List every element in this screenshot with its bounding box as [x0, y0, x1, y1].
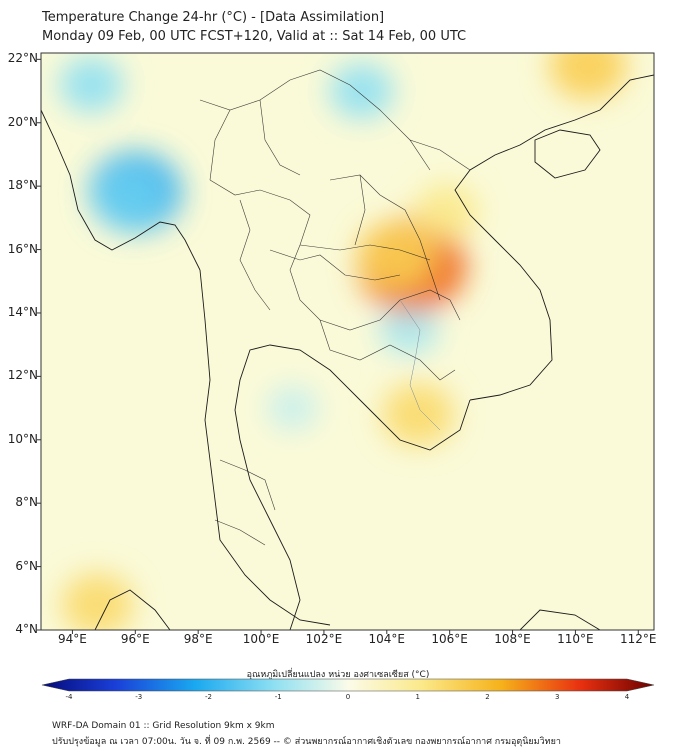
colorbar-tick-label: -2 [205, 693, 212, 701]
colorbar-tick-label: 3 [555, 693, 560, 701]
lon-tick-label: 100°E [242, 632, 280, 646]
colorbar-tick-label: -3 [135, 693, 143, 701]
anomaly-cool-outer [92, 167, 166, 231]
lon-tick-label: 94°E [57, 632, 87, 646]
lon-tick-label: 108°E [494, 632, 531, 646]
axis-ticks [37, 58, 639, 634]
temperature-map [37, 52, 655, 634]
rivers [399, 299, 441, 431]
colorbar-label: อุณหภูมิเปลี่ยนแปลง หน่วย องศาเซลเซียส (… [246, 670, 430, 680]
map-frame [40, 52, 655, 631]
footer-credit: ปรับปรุงข้อมูล ณ เวลา 07:00น. วัน จ. ที่… [52, 737, 561, 747]
lat-tick-label: 6°N [15, 558, 38, 573]
anomaly-cool-north-2 [329, 63, 394, 120]
lat-tick-label: 4°N [15, 622, 38, 636]
lat-tick-label: 16°N [7, 241, 38, 256]
colorbar [41, 678, 655, 692]
lat-tick-label: 18°N [7, 178, 38, 193]
lat-tick-label: 8°N [15, 495, 38, 510]
anomaly-warm-hainan [548, 53, 627, 100]
colorbar-tick-label: 1 [415, 693, 420, 701]
lon-tick-label: 104°E [368, 632, 406, 646]
anomaly-warm-south [61, 573, 134, 630]
lon-tick-label: 96°E [120, 632, 150, 646]
anomaly-cool-north [59, 56, 124, 113]
map-title: Temperature Change 24-hr (°C) - [Data As… [42, 10, 385, 25]
lon-tick-label: 106°E [431, 632, 468, 646]
lat-tick-label: 10°N [7, 431, 38, 446]
lon-tick-label: 112°E [620, 632, 657, 646]
lat-tick-label: 14°N [7, 304, 38, 319]
anomaly-cool-gulf [267, 386, 318, 431]
colorbar-tick-label: -1 [274, 693, 282, 701]
colorbar-tick-label: 2 [485, 693, 490, 701]
province-borders [199, 69, 471, 546]
lat-tick-label: 22°N [7, 51, 38, 66]
colorbar-tick-label: 0 [345, 693, 351, 701]
footer-domain-info: WRF-DA Domain 01 :: Grid Resolution 9km … [52, 721, 275, 731]
lat-tick-label: 12°N [7, 368, 38, 383]
lon-tick-label: 98°E [183, 632, 213, 646]
lat-tick-label: 20°N [7, 114, 38, 129]
lon-tick-label: 110°E [557, 632, 594, 646]
map-subtitle: Monday 09 Feb, 00 UTC FCST+120, Valid at… [42, 29, 467, 44]
map-background [41, 53, 654, 630]
coastlines [41, 74, 654, 630]
anomaly-warm-isan [357, 221, 436, 290]
anomaly-field [59, 53, 627, 630]
lon-tick-label: 102°E [305, 632, 343, 646]
anomaly-cool-tonle [379, 303, 438, 355]
anomaly-warm-laos [414, 183, 479, 240]
anomaly-warm-cambodia [382, 382, 455, 447]
colorbar-tick-label: -4 [65, 693, 73, 701]
colorbar-tick-label: 4 [624, 693, 630, 701]
